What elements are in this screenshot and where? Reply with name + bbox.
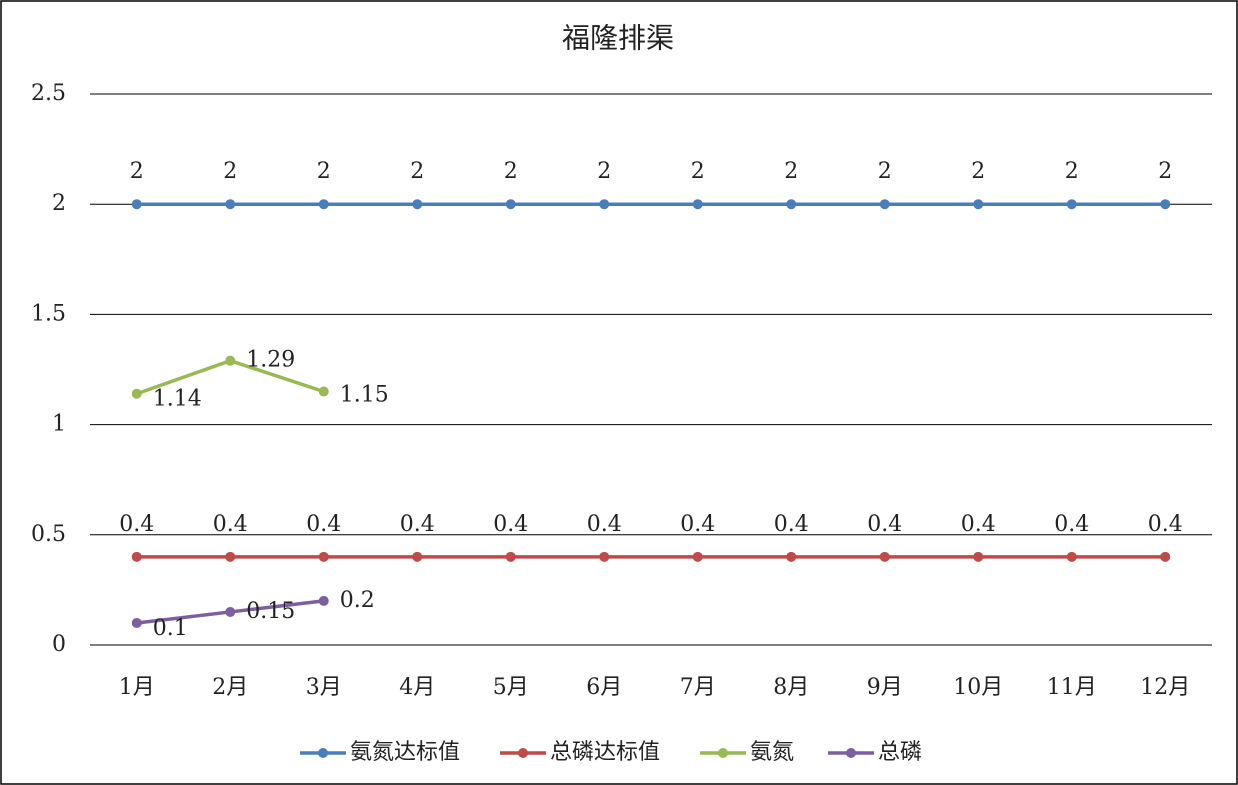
marker (131, 551, 142, 562)
chart-title: 福隆排渠 (562, 22, 674, 55)
data-label: 0.4 (1054, 512, 1089, 537)
marker (786, 199, 797, 210)
legend-marker (318, 748, 328, 758)
marker (879, 551, 890, 562)
y-tick-label: 0.5 (31, 522, 66, 547)
y-tick-label: 1.5 (31, 301, 66, 326)
x-tick-label: 12月 (1140, 675, 1190, 700)
data-label: 2 (597, 159, 611, 184)
legend-label: 总磷达标值 (550, 740, 660, 765)
x-tick-label: 1月 (119, 675, 155, 700)
marker (318, 199, 329, 210)
data-label: 2 (223, 159, 237, 184)
marker (692, 551, 703, 562)
marker (1066, 551, 1077, 562)
data-label: 2 (1158, 159, 1172, 184)
marker (786, 551, 797, 562)
legend-marker (518, 748, 528, 758)
data-label: 0.4 (961, 512, 996, 537)
x-tick-label: 10月 (953, 675, 1003, 700)
legend-marker (846, 748, 856, 758)
marker (1160, 199, 1171, 210)
marker (879, 199, 890, 210)
x-tick-label: 2月 (212, 675, 248, 700)
marker (505, 551, 516, 562)
data-label: 0.4 (493, 512, 528, 537)
marker (1066, 199, 1077, 210)
x-tick-label: 3月 (306, 675, 342, 700)
data-label: 0.4 (119, 512, 154, 537)
marker (692, 199, 703, 210)
marker (225, 551, 236, 562)
data-label: 0.4 (774, 512, 809, 537)
data-label: 0.2 (340, 588, 375, 613)
marker (1160, 551, 1171, 562)
data-label: 2 (1065, 159, 1079, 184)
marker (599, 199, 610, 210)
marker (412, 551, 423, 562)
data-label: 2 (504, 159, 518, 184)
data-label: 2 (971, 159, 985, 184)
data-label: 0.4 (867, 512, 902, 537)
legend-label: 氨氮达标值 (350, 740, 460, 765)
x-tick-label: 4月 (399, 675, 435, 700)
data-label: 2 (878, 159, 892, 184)
x-tick-label: 5月 (493, 675, 529, 700)
marker (973, 199, 984, 210)
data-label: 0.4 (680, 512, 715, 537)
y-tick-label: 0 (52, 632, 66, 657)
data-label: 0.4 (213, 512, 248, 537)
data-label: 0.4 (400, 512, 435, 537)
data-label: 2 (130, 159, 144, 184)
marker (412, 199, 423, 210)
legend-label: 总磷 (878, 740, 922, 765)
marker (225, 355, 236, 366)
marker (131, 617, 142, 628)
marker (225, 606, 236, 617)
x-tick-label: 7月 (680, 675, 716, 700)
y-tick-label: 2 (52, 191, 66, 216)
marker (131, 199, 142, 210)
marker (973, 551, 984, 562)
data-label: 0.15 (246, 599, 295, 624)
legend-marker (718, 748, 728, 758)
legend-label: 氨氮 (750, 740, 794, 765)
marker (318, 551, 329, 562)
data-label: 2 (784, 159, 798, 184)
marker (131, 388, 142, 399)
marker (505, 199, 516, 210)
x-tick-label: 8月 (773, 675, 809, 700)
data-label: 2 (317, 159, 331, 184)
data-label: 0.4 (587, 512, 622, 537)
data-label: 1.15 (340, 383, 389, 408)
x-tick-label: 9月 (867, 675, 903, 700)
data-label: 0.1 (153, 616, 188, 641)
marker (225, 199, 236, 210)
y-tick-label: 2.5 (31, 81, 66, 106)
data-label: 2 (691, 159, 705, 184)
data-label: 1.14 (153, 387, 202, 412)
x-tick-label: 6月 (586, 675, 622, 700)
y-tick-label: 1 (52, 412, 66, 437)
data-label: 2 (410, 159, 424, 184)
marker (599, 551, 610, 562)
data-label: 0.4 (306, 512, 341, 537)
data-label: 1.29 (246, 348, 295, 373)
marker (318, 386, 329, 397)
data-label: 0.4 (1148, 512, 1183, 537)
x-tick-label: 11月 (1047, 675, 1097, 700)
marker (318, 595, 329, 606)
